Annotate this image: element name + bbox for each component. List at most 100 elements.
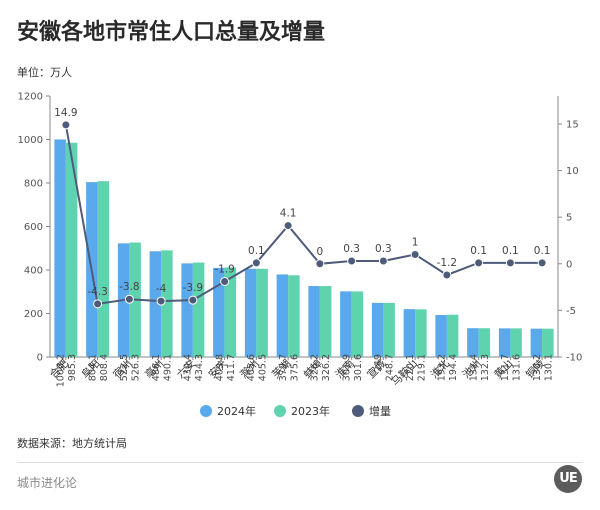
bar-2023 xyxy=(446,314,459,357)
bar-2023 xyxy=(256,268,268,357)
bar-2024-value-label: 804.1 xyxy=(87,354,98,381)
bar-2023-value-label: 490.1 xyxy=(162,354,173,381)
bar-2024-value-label: 193.2 xyxy=(437,354,448,381)
bar-2023-value-label: 411.7 xyxy=(226,354,237,381)
source-label: 数据来源：地方统计局 xyxy=(17,437,127,450)
bar-2023 xyxy=(415,309,427,357)
y-left-tick-label: 1000 xyxy=(18,135,43,146)
delta-point xyxy=(188,295,198,305)
delta-value-label: 1 xyxy=(412,236,419,248)
bar-2023-value-label: 132.3 xyxy=(480,354,491,381)
y-right-tick-label: 5 xyxy=(566,213,572,224)
delta-point xyxy=(124,294,134,304)
bar-2024 xyxy=(244,268,257,357)
bar-2023 xyxy=(351,291,364,357)
bar-2023-value-label: 375.6 xyxy=(289,354,300,381)
delta-point xyxy=(251,258,261,268)
bar-2024 xyxy=(340,291,352,357)
bar-2023 xyxy=(97,181,110,357)
legend-label: 2024年 xyxy=(217,404,256,418)
delta-point xyxy=(410,249,420,259)
bar-2023 xyxy=(161,250,173,357)
bar-2023-value-label: 985.3 xyxy=(67,354,78,381)
bar-2024-value-label: 220.1 xyxy=(405,354,416,381)
delta-value-label: 4.1 xyxy=(280,208,297,220)
bar-2024-value-label: 326.2 xyxy=(310,354,321,381)
y-right-tick-label: 0 xyxy=(566,259,572,270)
legend-marker xyxy=(274,405,286,417)
bar-2023-value-label: 301.6 xyxy=(353,354,364,381)
bar-2024-value-label: 249 xyxy=(373,354,384,372)
bar-2024 xyxy=(276,274,289,357)
bar-2023 xyxy=(288,275,300,357)
bar-2023 xyxy=(510,328,522,357)
bar-2024-value-label: 131.7 xyxy=(500,354,511,381)
bar-2023 xyxy=(383,302,395,357)
delta-line xyxy=(64,124,543,305)
delta-value-label: -3.9 xyxy=(183,282,204,294)
y-left-tick-label: 400 xyxy=(24,266,43,277)
bar-2023-value-label: 326.2 xyxy=(321,354,332,381)
delta-value-label: 0.1 xyxy=(534,245,551,257)
unit-label: 单位：万人 xyxy=(17,66,72,79)
bar-2024-value-label: 409.8 xyxy=(214,354,225,381)
bar-2024 xyxy=(308,286,320,357)
delta-value-label: -4 xyxy=(156,283,167,295)
y-right-tick-label: -10 xyxy=(566,353,582,364)
delta-point xyxy=(505,258,515,268)
delta-value-label: 0.1 xyxy=(470,245,487,257)
bar-2024 xyxy=(498,328,511,357)
bar-2024 xyxy=(181,263,193,357)
legend-label: 增量 xyxy=(369,404,391,418)
delta-point xyxy=(156,296,166,306)
y-right-tick-label: -5 xyxy=(566,306,576,317)
brand-logo: UE xyxy=(554,465,582,493)
delta-value-label: -3.8 xyxy=(119,281,140,293)
y-left-tick-label: 1200 xyxy=(18,92,43,103)
delta-point xyxy=(220,276,230,286)
bar-2024 xyxy=(403,309,416,357)
bar-2023-value-label: 130.1 xyxy=(543,354,554,381)
bar-2024 xyxy=(467,328,479,357)
delta-point xyxy=(474,258,484,268)
bar-2024-value-label: 132.4 xyxy=(468,354,479,381)
delta-point xyxy=(537,258,547,268)
chart-title: 安徽各地市常住人口总量及增量 xyxy=(17,19,326,45)
delta-value-label: 0.3 xyxy=(375,243,392,255)
delta-value-label: 0.1 xyxy=(502,245,519,257)
y-left-tick-label: 200 xyxy=(24,309,43,320)
delta-point xyxy=(61,120,71,130)
bar-2024 xyxy=(54,139,66,357)
y-left-tick-label: 0 xyxy=(37,353,43,364)
delta-value-label: 0 xyxy=(317,246,324,258)
bar-2024-value-label: 430.4 xyxy=(183,354,194,381)
delta-value-label: 0.1 xyxy=(248,245,265,257)
delta-point xyxy=(442,270,452,280)
y-right-tick-label: 10 xyxy=(566,166,579,177)
bar-2023-value-label: 405.5 xyxy=(258,354,269,381)
legend-marker xyxy=(200,405,212,417)
delta-point xyxy=(283,221,293,231)
bar-2024 xyxy=(371,302,384,357)
bar-2023-value-label: 131.6 xyxy=(512,354,523,381)
y-left-tick-label: 800 xyxy=(24,179,43,190)
footer-divider xyxy=(17,462,583,463)
delta-value-label: 14.9 xyxy=(54,107,77,119)
delta-point xyxy=(347,256,357,266)
bar-2023-value-label: 434.3 xyxy=(194,354,205,381)
bar-2024-value-label: 1000.2 xyxy=(56,354,67,387)
bar-2023 xyxy=(65,142,78,357)
brand-name: 城市进化论 xyxy=(17,476,78,490)
delta-point xyxy=(315,259,325,269)
bar-2023 xyxy=(192,262,205,357)
bar-2024-value-label: 301.9 xyxy=(341,354,352,381)
bar-2023-value-label: 248.7 xyxy=(385,354,396,381)
delta-value-label: -1.2 xyxy=(437,257,458,269)
bar-2024-value-label: 130.2 xyxy=(532,354,543,381)
bar-2023 xyxy=(478,328,491,357)
delta-point xyxy=(378,256,388,266)
bar-2024-value-label: 405.6 xyxy=(246,354,257,381)
bar-2024 xyxy=(149,251,162,357)
bar-2024-value-label: 522.5 xyxy=(119,354,130,381)
